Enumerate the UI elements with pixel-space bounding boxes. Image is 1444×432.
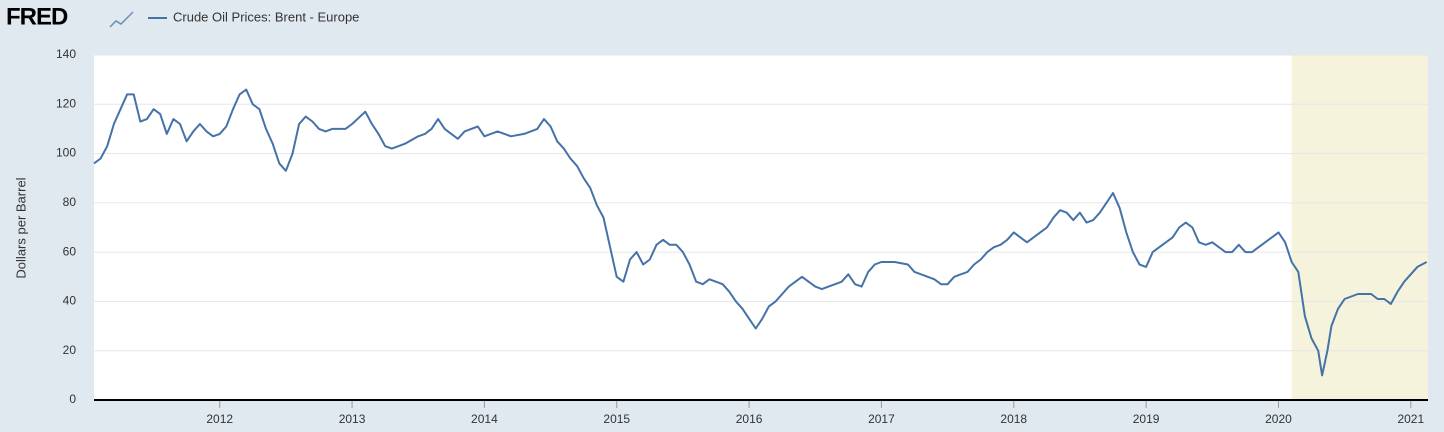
logo-icon bbox=[109, 11, 134, 28]
legend-label[interactable]: Crude Oil Prices: Brent - Europe bbox=[173, 9, 359, 24]
x-tick-label: 2016 bbox=[736, 412, 763, 426]
x-tick-label: 2013 bbox=[339, 412, 366, 426]
y-tick-label: 40 bbox=[63, 294, 77, 308]
y-tick-label: 120 bbox=[56, 96, 76, 110]
recession-shade bbox=[1291, 55, 1428, 400]
y-tick-label: 80 bbox=[63, 195, 77, 209]
plot-area bbox=[94, 55, 1428, 400]
x-tick-label: 2018 bbox=[1000, 412, 1027, 426]
logo: FRED bbox=[6, 3, 68, 30]
x-tick-label: 2019 bbox=[1133, 412, 1160, 426]
y-tick-label: 140 bbox=[56, 47, 76, 61]
x-tick-label: 2021 bbox=[1397, 412, 1424, 426]
y-tick-label: 100 bbox=[56, 146, 76, 160]
y-axis-label: Dollars per Barrel bbox=[13, 177, 28, 278]
x-tick-label: 2020 bbox=[1265, 412, 1292, 426]
series-line bbox=[93, 88, 1428, 377]
x-tick-label: 2015 bbox=[603, 412, 630, 426]
y-tick-label: 60 bbox=[63, 244, 77, 258]
x-tick-label: 2012 bbox=[206, 412, 233, 426]
x-tick-label: 2017 bbox=[868, 412, 895, 426]
y-tick-label: 20 bbox=[63, 343, 77, 357]
y-tick-label: 0 bbox=[69, 392, 76, 406]
x-tick-label: 2014 bbox=[471, 412, 498, 426]
